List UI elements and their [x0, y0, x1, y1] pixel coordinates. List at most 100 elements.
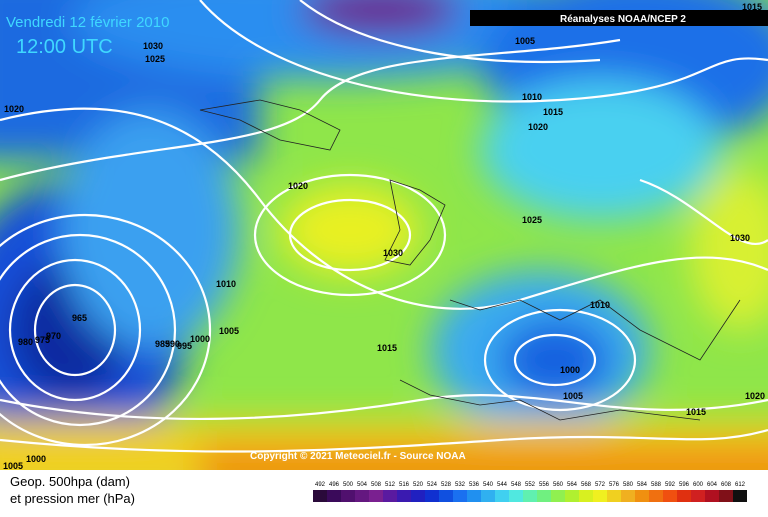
color-scale: 492 496 500 504 508 512 516 520 524 528 532 536 540 5… — [313, 482, 747, 502]
scale-swatch — [565, 490, 579, 502]
scale-label: 584 — [637, 482, 648, 488]
isobar-label: 1005 — [3, 461, 23, 471]
isobar-label: 1020 — [528, 122, 548, 132]
scale-label: 548 — [511, 482, 522, 488]
isobar-label: 1010 — [590, 300, 610, 310]
isobar-label: 1025 — [145, 54, 165, 64]
scale-swatch — [677, 490, 691, 502]
isobar-label: 1030 — [730, 233, 750, 243]
legend-line2: et pression mer (hPa) — [10, 491, 135, 506]
isobar-label: 1020 — [745, 391, 765, 401]
isobar-label: 1025 — [522, 215, 542, 225]
isobar-labels: 1015103010251005102010101015102010201025… — [3, 2, 765, 471]
title: Vendredi 12 février 2010 — [6, 14, 169, 31]
isobar-label: 1000 — [560, 365, 580, 375]
scale-label: 516 — [399, 482, 410, 488]
isobar-label: 985 — [155, 339, 170, 349]
isobar-label: 1015 — [377, 343, 397, 353]
geopotential-field — [0, 0, 768, 470]
isobar-label: 1000 — [26, 454, 46, 464]
scale-label: 564 — [567, 482, 578, 488]
scale-label: 512 — [385, 482, 396, 488]
isobar-label: 970 — [46, 331, 61, 341]
scale-label: 500 — [343, 482, 354, 488]
isobar-label: 1015 — [742, 2, 762, 12]
isobar-label: 990 — [165, 339, 180, 349]
copyright: Copyright © 2021 Meteociel.fr - Source N… — [250, 451, 466, 462]
scale-swatch — [383, 490, 397, 502]
isobar-label: 1010 — [216, 279, 236, 289]
scale-label: 580 — [623, 482, 634, 488]
scale-label: 496 — [329, 482, 340, 488]
scale-swatch — [663, 490, 677, 502]
scale-label: 588 — [651, 482, 662, 488]
scale-swatch — [397, 490, 411, 502]
scale-swatch — [411, 490, 425, 502]
isobar-label: 1005 — [219, 326, 239, 336]
scale-label: 560 — [553, 482, 564, 488]
isobar-label: 975 — [35, 335, 50, 345]
scale-swatch — [579, 490, 593, 502]
isobar-label: 1030 — [383, 248, 403, 258]
isobar-label: 1015 — [686, 407, 706, 417]
isobar-label: 965 — [72, 313, 87, 323]
scale-swatch — [733, 490, 747, 502]
time: 12:00 UTC — [16, 36, 113, 58]
scale-label: 532 — [455, 482, 466, 488]
scale-swatch — [537, 490, 551, 502]
scale-swatch — [453, 490, 467, 502]
scale-label: 544 — [497, 482, 508, 488]
scale-swatch — [481, 490, 495, 502]
isobar-label: 1015 — [543, 107, 563, 117]
source: Réanalyses NOAA/NCEP 2 — [560, 14, 686, 25]
scale-label: 556 — [539, 482, 550, 488]
scale-label: 592 — [665, 482, 676, 488]
scale-label: 568 — [581, 482, 592, 488]
isobar-label: 995 — [177, 341, 192, 351]
scale-swatch — [425, 490, 439, 502]
coastlines — [199, 99, 741, 421]
scale-swatch — [495, 490, 509, 502]
scale-label: 540 — [483, 482, 494, 488]
scale-swatch — [705, 490, 719, 502]
scale-label: 520 — [413, 482, 424, 488]
scale-swatch — [551, 490, 565, 502]
isobar-label: 1005 — [563, 391, 583, 401]
isobar-label: 1030 — [143, 41, 163, 51]
scale-swatch — [719, 490, 733, 502]
scale-swatch — [313, 490, 327, 502]
scale-swatch — [523, 490, 537, 502]
scale-swatch — [621, 490, 635, 502]
isobar-label: 1010 — [522, 92, 542, 102]
scale-swatch — [327, 490, 341, 502]
scale-swatch — [691, 490, 705, 502]
scale-label: 524 — [427, 482, 438, 488]
scale-swatch — [509, 490, 523, 502]
scale-label: 608 — [721, 482, 732, 488]
isobar-label: 1000 — [190, 334, 210, 344]
scale-label: 604 — [707, 482, 718, 488]
scale-label: 576 — [609, 482, 620, 488]
isobar-label: 1020 — [288, 181, 308, 191]
scale-swatch — [355, 490, 369, 502]
scale-swatch — [467, 490, 481, 502]
scale-swatch — [369, 490, 383, 502]
scale-swatch — [649, 490, 663, 502]
scale-swatch — [635, 490, 649, 502]
isobar-label: 980 — [18, 337, 33, 347]
isobar-label: 1020 — [4, 104, 24, 114]
scale-label: 536 — [469, 482, 480, 488]
legend-line1: Geop. 500hpa (dam) — [10, 474, 130, 489]
scale-swatch — [341, 490, 355, 502]
scale-label: 552 — [525, 482, 536, 488]
isobars — [0, 0, 768, 453]
scale-label: 600 — [693, 482, 704, 488]
scale-swatch — [439, 490, 453, 502]
scale-swatch — [607, 490, 621, 502]
scale-label: 504 — [357, 482, 368, 488]
scale-swatch — [593, 490, 607, 502]
scale-label: 572 — [595, 482, 606, 488]
scale-label: 528 — [441, 482, 452, 488]
scale-label: 596 — [679, 482, 690, 488]
